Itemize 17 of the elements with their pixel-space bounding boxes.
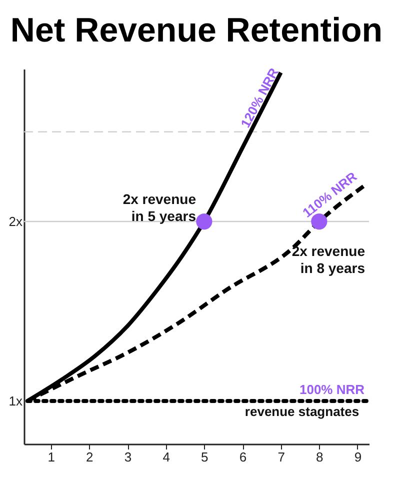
y-tick-label: 1x — [8, 393, 23, 408]
annotation: 2x revenue in 8 years — [292, 243, 366, 276]
annotation: revenue stagnates — [244, 404, 360, 419]
x-tick-label: 4 — [162, 450, 170, 464]
y-tick-label: 2x — [8, 214, 23, 230]
x-tick-label: 6 — [239, 450, 247, 464]
x-tick-label: 5 — [201, 450, 208, 464]
x-tick-label: 3 — [124, 450, 132, 464]
chart-title: Net Revenue Retention — [10, 11, 383, 50]
annotation: 100% NRR — [299, 382, 366, 397]
x-tick-label: 2 — [86, 450, 94, 464]
x-tick-label: 7 — [278, 450, 285, 464]
annotation: 120% NRR — [238, 65, 282, 130]
x-tick-label: 8 — [316, 450, 324, 464]
x-tick-label: 1 — [48, 450, 55, 464]
x-tick-label: 9 — [354, 450, 362, 464]
annotation: 2x revenue in 5 years — [122, 191, 196, 224]
